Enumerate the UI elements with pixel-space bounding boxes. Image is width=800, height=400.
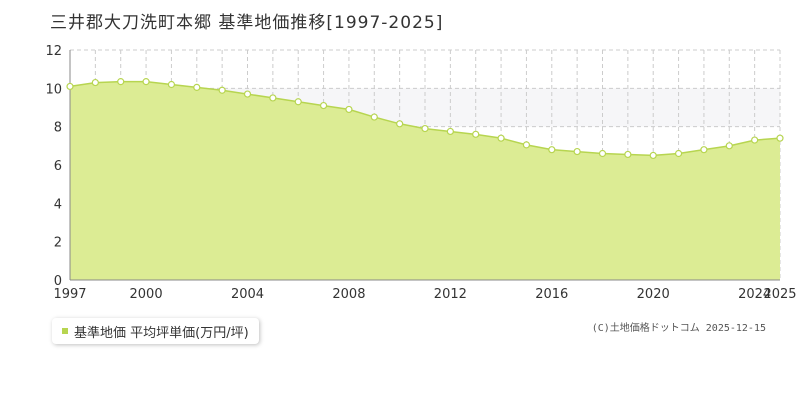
data-point [548, 146, 556, 154]
series-area [70, 81, 780, 280]
x-tick-label: 2012 [434, 287, 467, 302]
legend: 基準地価 平均坪単価(万円/坪) [52, 318, 259, 344]
x-tick-label: 2020 [637, 287, 670, 302]
data-point [674, 149, 683, 158]
chart-title: 三井郡大刀洗町本郷 基準地価推移[1997-2025] [50, 13, 444, 33]
y-tick-label: 0 [54, 274, 62, 289]
x-tick-label: 1997 [53, 287, 86, 302]
data-point [370, 113, 378, 121]
legend-swatch [62, 328, 68, 334]
data-point [269, 94, 277, 102]
data-point [294, 98, 302, 106]
data-point [243, 90, 252, 98]
y-tick-label: 8 [54, 121, 62, 136]
data-point [167, 80, 176, 89]
data-point [649, 151, 657, 160]
legend-label: 基準地価 平均坪単価(万円/坪) [74, 325, 249, 341]
data-point [396, 120, 404, 128]
data-point [624, 150, 632, 159]
data-point [66, 82, 74, 91]
data-point [776, 134, 784, 142]
data-point [472, 130, 480, 138]
data-point [497, 134, 505, 142]
x-tick-label: 2024 [738, 287, 771, 302]
data-point [193, 83, 201, 91]
x-tick-label: 2004 [231, 287, 264, 302]
x-tick-label: 2008 [332, 287, 365, 302]
data-point [91, 78, 99, 87]
data-point [345, 105, 353, 114]
x-tick-label: 2016 [535, 287, 568, 302]
data-point [522, 141, 531, 149]
x-tick-label: 2000 [130, 287, 163, 302]
data-point [751, 136, 759, 144]
data-point [117, 78, 125, 86]
data-point [319, 101, 328, 110]
y-tick-label: 12 [45, 44, 62, 59]
data-point [573, 147, 581, 156]
data-point [218, 86, 226, 94]
credit-text: (C)土地価格ドットコム 2025-12-15 [591, 323, 766, 334]
y-tick-label: 6 [54, 159, 62, 174]
data-point [421, 124, 429, 133]
y-tick-label: 10 [45, 82, 62, 97]
data-point [142, 78, 150, 86]
data-point [725, 142, 733, 150]
y-tick-label: 4 [54, 197, 62, 212]
data-point [700, 146, 708, 154]
data-point [446, 127, 454, 136]
y-tick-label: 2 [54, 236, 62, 251]
x-tick-label: 2025 [763, 287, 796, 302]
data-point [598, 149, 607, 158]
